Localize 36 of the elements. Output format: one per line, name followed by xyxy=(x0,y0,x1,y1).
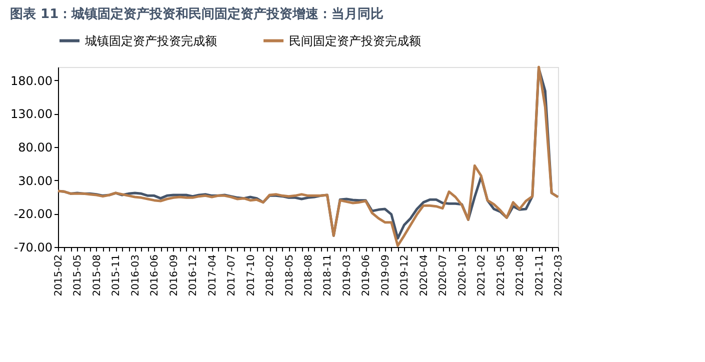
x-tick-label: 2016-12 xyxy=(188,254,200,296)
x-tick-label: 2020-07 xyxy=(438,254,450,296)
x-tick-label: 2021-08 xyxy=(515,254,526,296)
x-tick-label: 2016-09 xyxy=(168,254,180,296)
x-tick-label: 2021-02 xyxy=(476,254,488,296)
y-tick-label: 30.00 xyxy=(18,174,52,188)
x-tick-label: 2017-04 xyxy=(207,254,218,296)
x-tick-label: 2021-05 xyxy=(496,254,507,296)
x-tick-label: 2019-03 xyxy=(342,254,353,296)
x-tick-label: 2015-02 xyxy=(54,254,64,296)
x-tick-label: 2019-09 xyxy=(380,254,392,296)
y-tick-label: 80.00 xyxy=(18,140,52,154)
x-tick-label: 2020-04 xyxy=(418,254,430,296)
y-tick-label: 130.00 xyxy=(10,107,52,122)
x-tick-label: 2015-08 xyxy=(92,254,103,296)
legend-label: 城镇固定资产投资完成额 xyxy=(84,34,217,48)
x-tick-label: 2015-05 xyxy=(72,254,84,296)
x-tick-label: 2022-03 xyxy=(554,254,564,296)
chart-title: 图表 11：城镇固定资产投资和民间固定资产投资增速：当月同比 xyxy=(10,6,384,22)
x-tick-label: 2017-10 xyxy=(246,254,257,296)
x-tick-label: 2018-02 xyxy=(265,254,276,296)
legend-label: 民间固定资产投资完成额 xyxy=(289,34,421,48)
x-tick-label: 2015-11 xyxy=(111,254,122,296)
x-tick-label: 2019-12 xyxy=(400,254,411,296)
y-tick-label: -20.00 xyxy=(14,207,52,222)
y-tick-label: 180.00 xyxy=(10,74,52,88)
x-tick-label: 2019-06 xyxy=(361,254,372,296)
y-tick-label: -70.00 xyxy=(14,240,52,254)
x-tick-label: 2018-08 xyxy=(304,254,314,296)
x-tick-label: 2016-03 xyxy=(130,254,142,296)
x-tick-label: 2016-06 xyxy=(150,254,161,296)
x-tick-label: 2018-11 xyxy=(322,254,334,296)
x-tick-label: 2018-05 xyxy=(284,254,296,296)
x-tick-label: 2017-07 xyxy=(226,254,238,296)
x-tick-label: 2021-11 xyxy=(534,254,546,296)
x-tick-label: 2020-10 xyxy=(457,254,468,296)
